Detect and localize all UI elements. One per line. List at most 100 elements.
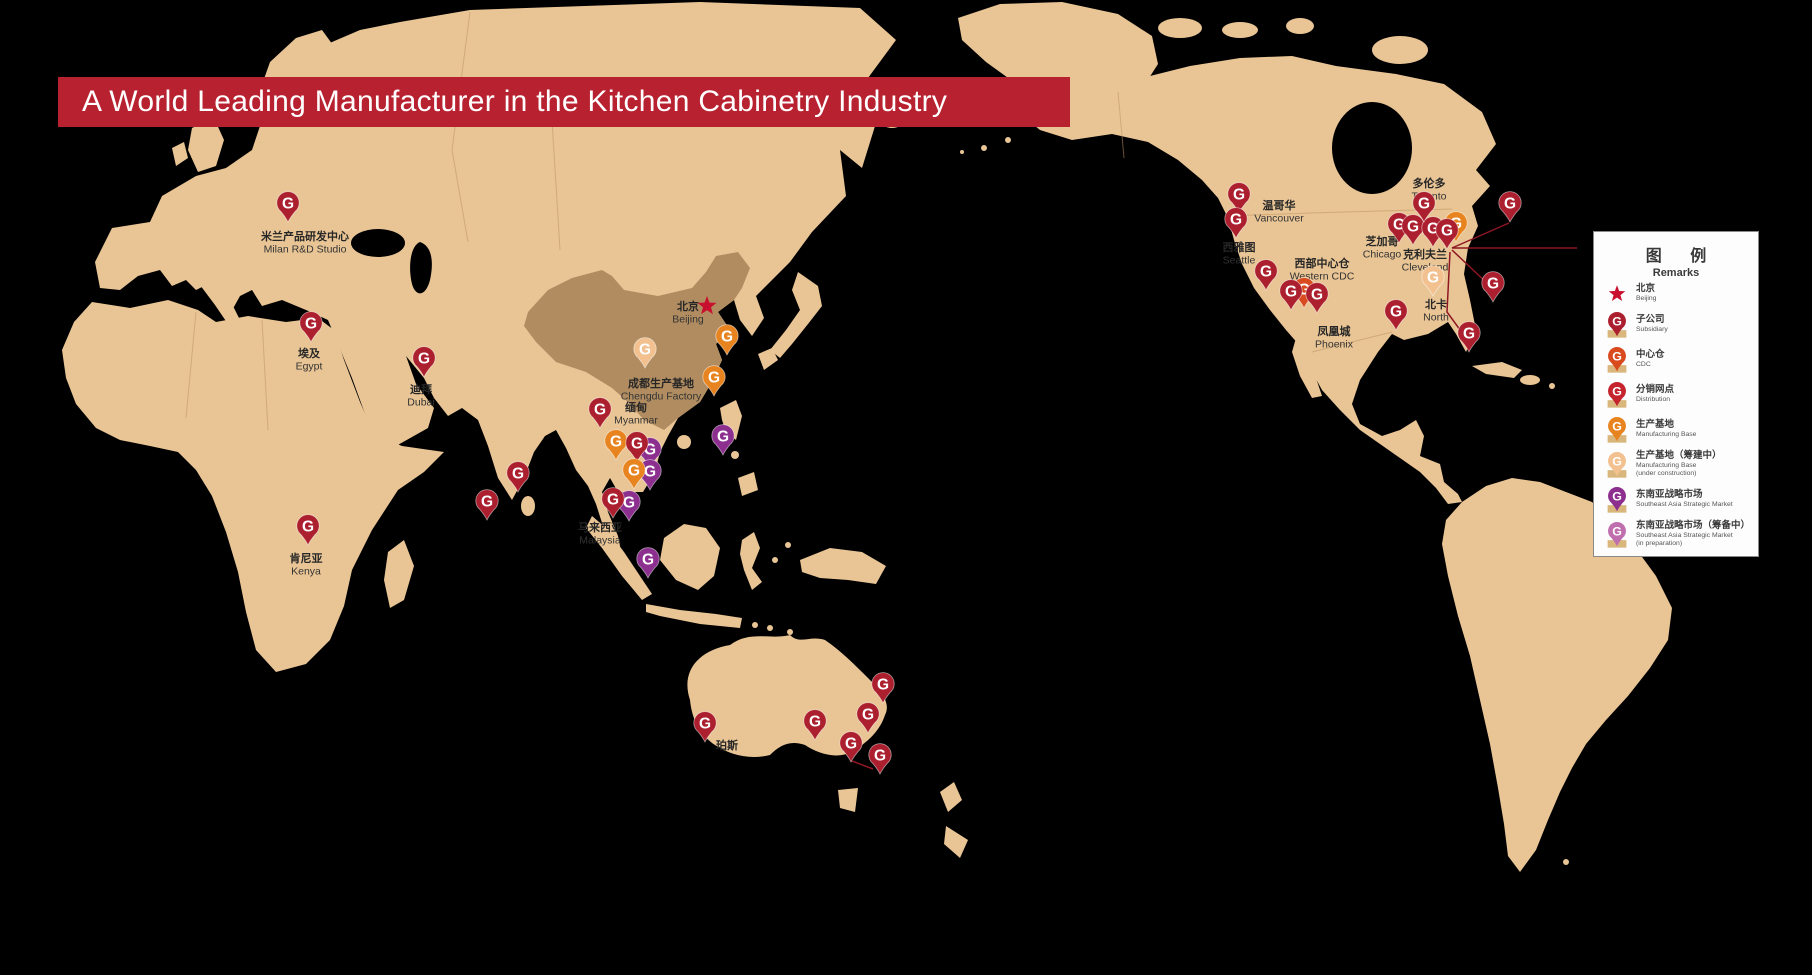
distribution-pin-icon: G	[1602, 379, 1632, 410]
g-logo-icon: G	[874, 747, 886, 764]
baja-california	[1292, 338, 1322, 398]
vancouver-pin: G	[1227, 182, 1251, 214]
sumatra	[586, 516, 652, 600]
legend-item-text: 东南亚战略市场 Southeast Asia Strategic Market	[1636, 488, 1733, 508]
visayas	[731, 451, 739, 459]
g-logo-icon: G	[512, 465, 524, 482]
legend-item-text: 生产基地（筹建中） Manufacturing Base (under constr…	[1636, 449, 1722, 477]
g-logo-icon: G	[1504, 195, 1516, 212]
chicago-pin-2: G	[1401, 214, 1425, 246]
g-logo-icon: G	[721, 328, 733, 345]
egypt-label: 埃及 Egypt	[296, 346, 323, 373]
black-sea	[351, 229, 405, 257]
kenya-label: 肯尼亚 Kenya	[290, 551, 323, 578]
aleutian-3	[960, 150, 964, 154]
g-logo-icon: G	[628, 462, 640, 479]
g-logo-icon: G	[481, 493, 493, 510]
aleutian-2	[981, 145, 987, 151]
sydney-pin: G	[856, 702, 880, 734]
subsidiary-pin-icon: G	[1602, 309, 1632, 340]
g-logo-icon: G	[862, 706, 874, 723]
south-america-landmass	[1442, 478, 1672, 872]
cuba	[1472, 362, 1522, 378]
texas-pin: G	[1384, 299, 1408, 331]
indochina-orange-pin: G	[622, 458, 646, 490]
ireland	[172, 142, 188, 166]
east-china-north-pin: G	[715, 324, 739, 356]
leader-line-1	[1451, 222, 1510, 249]
legend-item-text: 东南亚战略市场（筹备中） Southeast Asia Strategic Mar…	[1636, 519, 1751, 547]
indian-ocean-pin: G	[475, 489, 499, 521]
cdc-pin-icon: G	[1602, 344, 1632, 375]
svg-text:G: G	[1612, 349, 1622, 363]
baffin-island	[1372, 36, 1428, 64]
vancouver-label: 温哥华 Vancouver	[1254, 198, 1304, 225]
japan	[770, 272, 822, 358]
country-borders	[185, 11, 1453, 431]
g-logo-icon: G	[302, 518, 314, 535]
legend-item-cdc: G 中心仓 CDC	[1602, 344, 1750, 375]
hispaniola	[1520, 375, 1540, 385]
g-logo-icon: G	[610, 433, 622, 450]
g-logo-icon: G	[607, 491, 619, 508]
perth-pin: G	[693, 711, 717, 743]
svg-text:G: G	[1612, 454, 1622, 468]
tasmania	[838, 788, 858, 812]
g-logo-icon: G	[418, 350, 430, 367]
madagascar	[384, 540, 414, 608]
g-logo-icon: G	[305, 315, 317, 332]
beijing-star	[697, 296, 717, 315]
hainan	[677, 435, 691, 449]
g-logo-icon: G	[1230, 211, 1242, 228]
g-logo-icon: G	[642, 551, 654, 568]
g-logo-icon: G	[1487, 275, 1499, 292]
map-labels: 米兰产品研发中心 Milan R&D Studio 埃及 Egypt 迪拜 Dubai 肯尼…	[260, 176, 1449, 752]
svg-text:G: G	[1612, 419, 1622, 433]
legend-item-text: 子公司 Subsidiary	[1636, 313, 1668, 333]
legend-item-sea_market: G 东南亚战略市场 Southeast Asia Strategic Market	[1602, 484, 1750, 515]
java	[646, 604, 742, 628]
g-logo-icon: G	[282, 195, 294, 212]
atlantic-ne-pin-2: G	[1481, 271, 1505, 303]
g-logo-icon: G	[594, 401, 606, 418]
kenya-pin: G	[296, 514, 320, 546]
lesser-sunda-2	[767, 625, 773, 631]
g-logo-icon: G	[1427, 269, 1439, 286]
seattle-pin: G	[1224, 207, 1248, 239]
g-logo-icon: G	[717, 428, 729, 445]
legend-item-manufacturing: G 生产基地 Manufacturing Base	[1602, 414, 1750, 445]
hudson-bay	[1332, 102, 1412, 194]
australia	[687, 635, 887, 757]
legend-item-text: 北京 Beijing	[1636, 283, 1657, 303]
g-logo-icon: G	[1260, 263, 1272, 280]
g-logo-icon: G	[623, 494, 635, 511]
sri-lanka	[521, 496, 535, 516]
california-pin: G	[1254, 259, 1278, 291]
mindanao	[738, 472, 758, 496]
north-carolina-label: 北卡 North	[1423, 297, 1449, 324]
headline-banner: A World Leading Manufacturer in the Kitc…	[58, 77, 1070, 127]
chengdu-pin: G	[633, 337, 657, 369]
legend-item-distribution: G 分销网点 Distribution	[1602, 379, 1750, 410]
chicago-label: 芝加哥 Chicago	[1363, 234, 1402, 261]
western-red-pin-2: G	[1305, 282, 1329, 314]
cleveland-pin-2: G	[1435, 218, 1459, 250]
kyushu	[758, 348, 778, 370]
legend-item-text: 中心仓 CDC	[1636, 348, 1665, 368]
aleutian-1	[1005, 137, 1011, 143]
great-britain	[188, 118, 224, 172]
svg-text:G: G	[1612, 314, 1622, 328]
manufacturing-pin-icon: G	[1602, 414, 1632, 445]
atlantic-ne-pin-1: G	[1498, 191, 1522, 223]
brisbane-pin: G	[871, 672, 895, 704]
adelaide-pin: G	[803, 709, 827, 741]
indonesia-pin: G	[636, 547, 660, 579]
new-zealand-south	[944, 826, 968, 858]
milan-pin: G	[276, 191, 300, 223]
g-logo-icon: G	[877, 676, 889, 693]
western-red-pin-1: G	[1279, 279, 1303, 311]
legend-subtitle: Remarks	[1652, 267, 1700, 279]
g-logo-icon: G	[1407, 218, 1419, 235]
